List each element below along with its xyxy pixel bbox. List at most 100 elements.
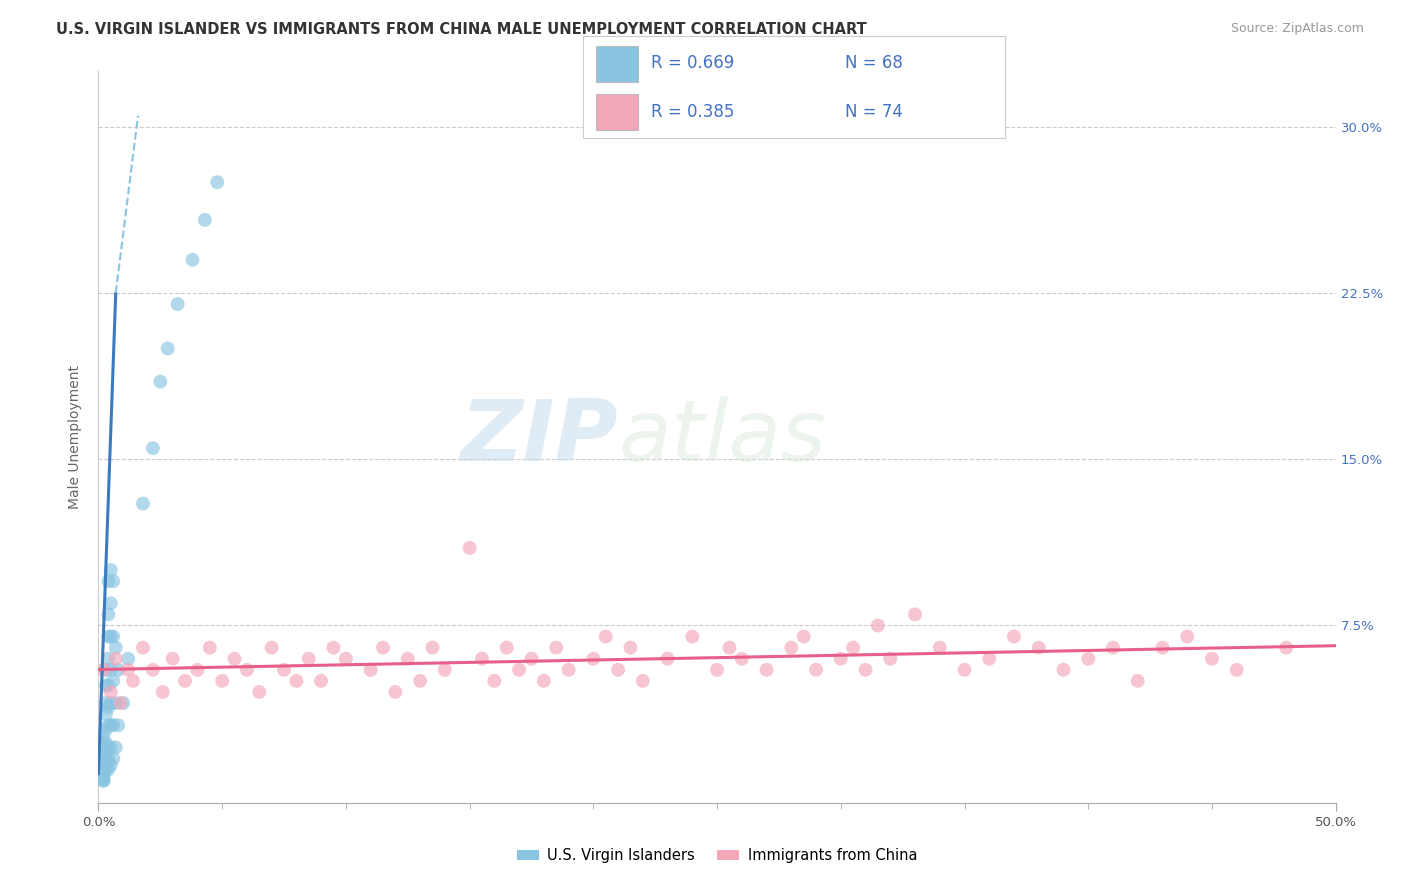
- Point: [1152, 640, 1174, 655]
- Point: [132, 497, 155, 511]
- Point: [360, 663, 382, 677]
- Point: [104, 651, 127, 665]
- Point: [533, 673, 555, 688]
- Point: [93, 749, 115, 764]
- Point: [94, 663, 117, 677]
- Point: [780, 640, 803, 655]
- Point: [194, 212, 217, 227]
- Text: R = 0.669: R = 0.669: [651, 54, 734, 72]
- Point: [755, 663, 778, 677]
- Point: [285, 673, 308, 688]
- Point: [93, 745, 115, 759]
- Point: [110, 696, 132, 710]
- Point: [94, 696, 117, 710]
- Point: [409, 673, 432, 688]
- Point: [619, 640, 641, 655]
- Point: [247, 685, 270, 699]
- Point: [1102, 640, 1125, 655]
- Point: [94, 736, 117, 750]
- Point: [433, 663, 456, 677]
- Point: [94, 745, 117, 759]
- Point: [928, 640, 950, 655]
- Point: [631, 673, 654, 688]
- Text: N = 68: N = 68: [845, 54, 903, 72]
- FancyBboxPatch shape: [596, 95, 638, 130]
- Point: [93, 773, 115, 788]
- Point: [322, 640, 344, 655]
- Point: [100, 685, 122, 699]
- Point: [100, 596, 122, 610]
- Point: [93, 747, 115, 761]
- Point: [1226, 663, 1249, 677]
- Point: [93, 740, 115, 755]
- Point: [979, 651, 1001, 665]
- Point: [260, 640, 283, 655]
- Point: [142, 663, 165, 677]
- Point: [93, 769, 115, 783]
- Point: [607, 663, 630, 677]
- Point: [100, 563, 122, 577]
- Point: [107, 718, 129, 732]
- Point: [731, 651, 754, 665]
- Point: [100, 758, 122, 772]
- Point: [298, 651, 321, 665]
- Point: [595, 630, 617, 644]
- Point: [458, 541, 481, 555]
- Point: [904, 607, 927, 622]
- Point: [211, 673, 233, 688]
- Point: [953, 663, 976, 677]
- Legend: U.S. Virgin Islanders, Immigrants from China: U.S. Virgin Islanders, Immigrants from C…: [510, 842, 924, 869]
- Point: [309, 673, 332, 688]
- Point: [495, 640, 517, 655]
- Point: [97, 651, 120, 665]
- Point: [117, 663, 139, 677]
- Point: [842, 640, 865, 655]
- Point: [1275, 640, 1298, 655]
- Point: [93, 764, 115, 779]
- Point: [104, 740, 127, 755]
- Point: [371, 640, 394, 655]
- Point: [1126, 673, 1149, 688]
- Point: [582, 651, 605, 665]
- Text: N = 74: N = 74: [845, 103, 903, 120]
- Point: [93, 754, 115, 768]
- Point: [174, 673, 197, 688]
- Point: [142, 441, 165, 455]
- Point: [122, 673, 145, 688]
- Point: [657, 651, 679, 665]
- Point: [97, 678, 120, 692]
- Point: [471, 651, 494, 665]
- Point: [93, 773, 115, 788]
- Point: [198, 640, 221, 655]
- Point: [107, 663, 129, 677]
- Point: [384, 685, 406, 699]
- Point: [1201, 651, 1223, 665]
- Point: [93, 767, 115, 781]
- Point: [94, 723, 117, 737]
- Point: [152, 685, 174, 699]
- Point: [103, 630, 125, 644]
- Point: [1002, 630, 1025, 644]
- Point: [162, 651, 184, 665]
- Point: [93, 663, 115, 677]
- FancyBboxPatch shape: [596, 46, 638, 82]
- Point: [866, 618, 889, 632]
- Point: [93, 763, 115, 777]
- Point: [94, 678, 117, 692]
- Point: [1175, 630, 1198, 644]
- Point: [718, 640, 741, 655]
- Point: [396, 651, 419, 665]
- Point: [508, 663, 530, 677]
- Point: [804, 663, 827, 677]
- Point: [830, 651, 852, 665]
- Point: [181, 252, 204, 267]
- Point: [103, 718, 125, 732]
- Point: [557, 663, 579, 677]
- Point: [1028, 640, 1050, 655]
- Point: [94, 763, 117, 777]
- Point: [273, 663, 295, 677]
- Text: atlas: atlas: [619, 395, 827, 479]
- Point: [97, 751, 120, 765]
- Point: [335, 651, 357, 665]
- Point: [100, 718, 122, 732]
